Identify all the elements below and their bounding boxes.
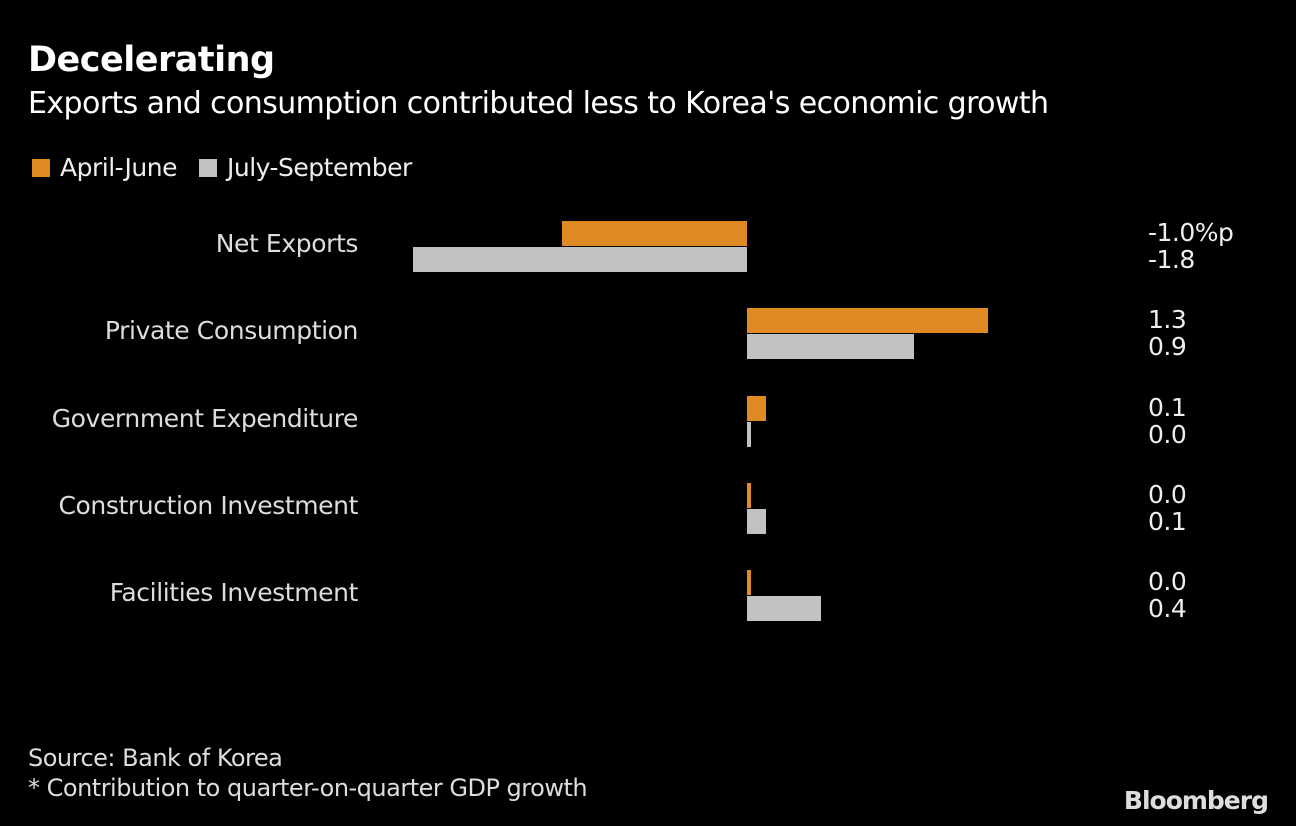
bar-july-september bbox=[747, 508, 766, 534]
legend-item-april-june: April-June bbox=[32, 153, 178, 182]
bloomberg-logo: Bloomberg bbox=[1123, 786, 1269, 815]
bar-april-june bbox=[747, 482, 751, 508]
bar-chart: Net Exports -1.0%p -1.8 Private Consumption… bbox=[51, 218, 1234, 624]
legend-swatch-april-june bbox=[32, 158, 50, 177]
bar-april-june bbox=[747, 395, 766, 421]
value-label: 0.4 bbox=[1148, 594, 1187, 624]
legend-label-april-june: April-June bbox=[60, 153, 178, 182]
legend-label-july-september: July-September bbox=[227, 153, 412, 182]
category-label: Government Expenditure bbox=[51, 403, 359, 433]
category-label: Private Consumption bbox=[104, 316, 358, 346]
category-label: Facilities Investment bbox=[109, 578, 359, 608]
legend: April-June July-September bbox=[32, 153, 434, 182]
value-label: -1.0%p bbox=[1148, 218, 1234, 247]
category-label: Construction Investment bbox=[58, 490, 358, 520]
bar-july-september bbox=[747, 334, 914, 360]
category-label: Net Exports bbox=[215, 229, 359, 258]
bar-july-september bbox=[747, 421, 751, 447]
chart-subtitle: Exports and consumption contributed less… bbox=[28, 86, 1049, 121]
bar-april-june bbox=[747, 308, 989, 334]
bar-july-september bbox=[747, 596, 822, 622]
value-label: 0.0 bbox=[1148, 419, 1187, 449]
value-label: 1.3 bbox=[1148, 305, 1187, 335]
legend-swatch-july-september bbox=[199, 158, 217, 177]
value-label: 0.9 bbox=[1148, 332, 1187, 362]
value-label: 0.0 bbox=[1148, 567, 1187, 597]
value-label: 0.1 bbox=[1148, 506, 1187, 536]
chart-title: Decelerating bbox=[28, 40, 275, 80]
value-label: 0.0 bbox=[1148, 479, 1187, 509]
bar-july-september bbox=[413, 247, 747, 272]
source-note: Source: Bank of Korea bbox=[28, 744, 283, 772]
value-label: -1.8 bbox=[1148, 245, 1195, 274]
bar-april-june bbox=[747, 570, 751, 596]
footnote: * Contribution to quarter-on-quarter GDP… bbox=[28, 774, 588, 802]
legend-item-july-september: July-September bbox=[199, 153, 412, 182]
value-label: 0.1 bbox=[1148, 392, 1187, 422]
bar-april-june bbox=[561, 221, 747, 246]
